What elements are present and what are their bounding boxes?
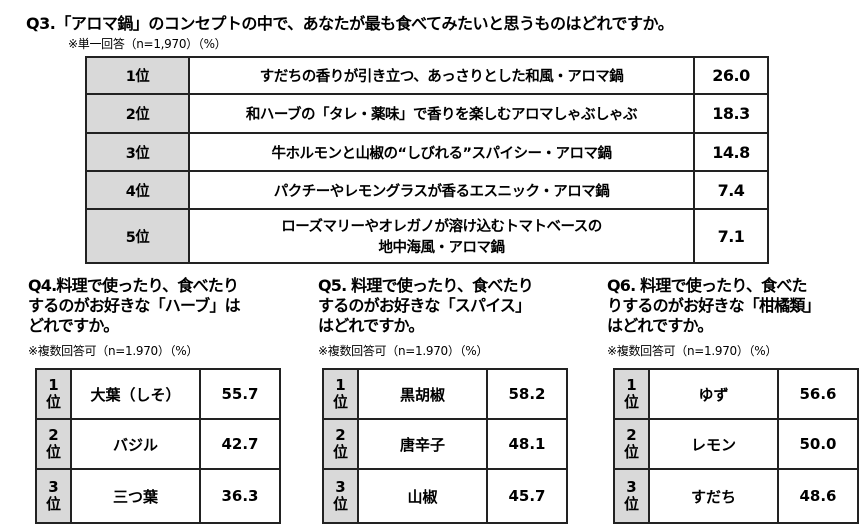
table-row: 1位 すだちの香りが引き立つ、あっさりとした和風・アロマ鍋 26.0	[85, 56, 769, 95]
item-cell: パクチーやレモングラスが香るエスニック・アロマ鍋	[188, 170, 695, 210]
value-cell: 7.4	[693, 170, 769, 210]
table-row: 3 位山椒 45.7	[322, 468, 568, 524]
q4-note: ※複数回答可（n=1.970）（%）	[28, 344, 199, 358]
rank-unit: 位	[332, 443, 348, 461]
rank-number: 3	[626, 478, 637, 496]
rank-cell: 2位	[85, 93, 190, 134]
rank-unit: 位	[45, 393, 61, 411]
rank-cell: 1位	[85, 56, 190, 95]
q6-title-line: りするのがお好きな「柑橘類」	[607, 296, 821, 315]
rank-unit: 位	[332, 495, 348, 513]
table-row: 3 位すだち 48.6	[613, 468, 859, 524]
table-row: 4位 パクチーやレモングラスが香るエスニック・アロマ鍋 7.4	[85, 170, 769, 210]
q4-title-line: するのがお好きな「ハーブ」は	[28, 296, 241, 315]
q5-title-line: Q5. 料理で使ったり、食べたり	[318, 276, 534, 295]
q5-title-line: するのがお好きな「スパイス」	[318, 296, 531, 315]
q6-note: ※複数回答可（n=1.970）（%）	[607, 344, 778, 358]
table-row: 2 位バジル 42.7	[35, 418, 281, 470]
item-line-1: ローズマリーやオレガノが溶け込むトマトベースの	[281, 219, 602, 235]
q4-title-line: Q4.料理で使ったり、食べたり	[28, 276, 239, 295]
q4-title: Q4.料理で使ったり、食べたり するのがお好きな「ハーブ」は どれですか。	[28, 276, 288, 336]
table-row: 2 位レモン 50.0	[613, 418, 859, 470]
value-cell: 7.1	[693, 208, 769, 264]
rank-number: 1	[48, 376, 59, 394]
rank-number: 3	[48, 478, 59, 496]
item-cell: バジル	[70, 418, 201, 470]
rank-unit: 位	[332, 393, 348, 411]
q5-title-line: はどれですか。	[318, 316, 424, 335]
value-cell: 18.3	[693, 93, 769, 134]
item-line-2: 地中海風・アロマ鍋	[378, 240, 506, 256]
rank-number: 1	[626, 376, 637, 394]
rank-cell: 4位	[85, 170, 190, 210]
table-row: 3 位三つ葉 36.3	[35, 468, 281, 524]
table-row: 2位 和ハーブの「タレ・薬味」で香りを楽しむアロマしゃぶしゃぶ 18.3	[85, 93, 769, 134]
rank-number: 2	[48, 426, 59, 444]
item-cell: 牛ホルモンと山椒の“しびれる”スパイシー・アロマ鍋	[188, 132, 695, 172]
q5-note: ※複数回答可（n=1.970）（%）	[318, 344, 489, 358]
q4-ranking-table: 1 位大葉（しそ） 55.7 2 位バジル 42.7 3 位三つ葉 36.3	[35, 368, 281, 524]
table-row: 1 位大葉（しそ） 55.7	[35, 368, 281, 420]
table-row: 5位 ローズマリーやオレガノが溶け込むトマトベースの 地中海風・アロマ鍋 7.1	[85, 208, 769, 264]
q6-title: Q6. 料理で使ったり、食べた りするのがお好きな「柑橘類」 はどれですか。	[607, 276, 867, 336]
item-cell: すだちの香りが引き立つ、あっさりとした和風・アロマ鍋	[188, 56, 695, 95]
item-cell: 黒胡椒	[357, 368, 488, 420]
value-cell: 58.2	[486, 368, 568, 420]
table-row: 1 位ゆず 56.6	[613, 368, 859, 420]
q4-title-line: どれですか。	[28, 316, 119, 335]
item-cell: 山椒	[357, 468, 488, 524]
rank-cell: 3位	[85, 132, 190, 172]
rank-number: 2	[626, 426, 637, 444]
value-cell: 14.8	[693, 132, 769, 172]
value-cell: 42.7	[199, 418, 281, 470]
value-cell: 48.6	[777, 468, 859, 524]
q5-title: Q5. 料理で使ったり、食べたり するのがお好きな「スパイス」 はどれですか。	[318, 276, 578, 336]
q6-title-line: Q6. 料理で使ったり、食べた	[607, 276, 808, 295]
rank-number: 2	[335, 426, 346, 444]
item-cell: 大葉（しそ）	[70, 368, 201, 420]
q3-ranking-table: 1位 すだちの香りが引き立つ、あっさりとした和風・アロマ鍋 26.0 2位 和ハーブの…	[85, 56, 769, 264]
rank-cell: 5位	[85, 208, 190, 264]
rank-number: 3	[335, 478, 346, 496]
q6-ranking-table: 1 位ゆず 56.6 2 位レモン 50.0 3 位すだち 48.6	[613, 368, 859, 524]
value-cell: 36.3	[199, 468, 281, 524]
table-row: 2 位唐辛子 48.1	[322, 418, 568, 470]
rank-unit: 位	[45, 443, 61, 461]
table-row: 1 位黒胡椒 58.2	[322, 368, 568, 420]
rank-unit: 位	[623, 393, 639, 411]
table-row: 3位 牛ホルモンと山椒の“しびれる”スパイシー・アロマ鍋 14.8	[85, 132, 769, 172]
item-cell: 和ハーブの「タレ・薬味」で香りを楽しむアロマしゃぶしゃぶ	[188, 93, 695, 134]
rank-number: 1	[335, 376, 346, 394]
item-cell: レモン	[648, 418, 779, 470]
value-cell: 26.0	[693, 56, 769, 95]
q3-title: Q3.「アロマ鍋」のコンセプトの中で、あなたが最も食べてみたいと思うものはどれで…	[26, 14, 674, 33]
value-cell: 50.0	[777, 418, 859, 470]
value-cell: 55.7	[199, 368, 281, 420]
value-cell: 45.7	[486, 468, 568, 524]
value-cell: 56.6	[777, 368, 859, 420]
item-cell: すだち	[648, 468, 779, 524]
item-cell: ゆず	[648, 368, 779, 420]
rank-unit: 位	[623, 443, 639, 461]
rank-unit: 位	[623, 495, 639, 513]
q3-note: ※単一回答（n=1,970）（%）	[68, 37, 227, 51]
item-cell: 三つ葉	[70, 468, 201, 524]
rank-unit: 位	[45, 495, 61, 513]
q6-title-line: はどれですか。	[607, 316, 713, 335]
item-cell: 唐辛子	[357, 418, 488, 470]
item-cell: ローズマリーやオレガノが溶け込むトマトベースの 地中海風・アロマ鍋	[188, 208, 695, 264]
value-cell: 48.1	[486, 418, 568, 470]
q5-ranking-table: 1 位黒胡椒 58.2 2 位唐辛子 48.1 3 位山椒 45.7	[322, 368, 568, 524]
